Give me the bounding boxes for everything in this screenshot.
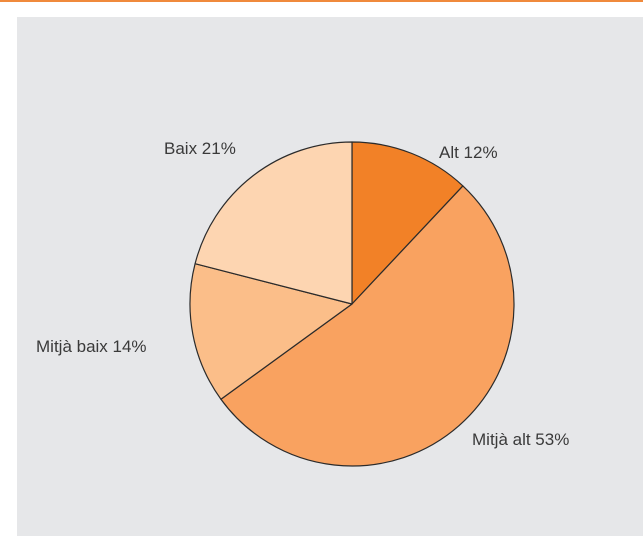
label-baix: Baix 21% (164, 139, 236, 158)
slice-mitja-baix (189, 263, 353, 400)
label-mitja-baix: Mitjà baix 14% (36, 337, 147, 356)
slice-baix (194, 141, 353, 305)
label-alt: Alt 12% (439, 143, 498, 162)
slice-mitja-alt (220, 185, 515, 467)
slice-alt (351, 141, 464, 305)
label-mitja-alt: Mitjà alt 53% (472, 430, 569, 449)
top-accent-rule (0, 0, 643, 2)
pie-slices (189, 141, 515, 467)
slice-labels: Alt 12% Mitjà alt 53% Mitjà baix 14% Bai… (36, 139, 569, 449)
